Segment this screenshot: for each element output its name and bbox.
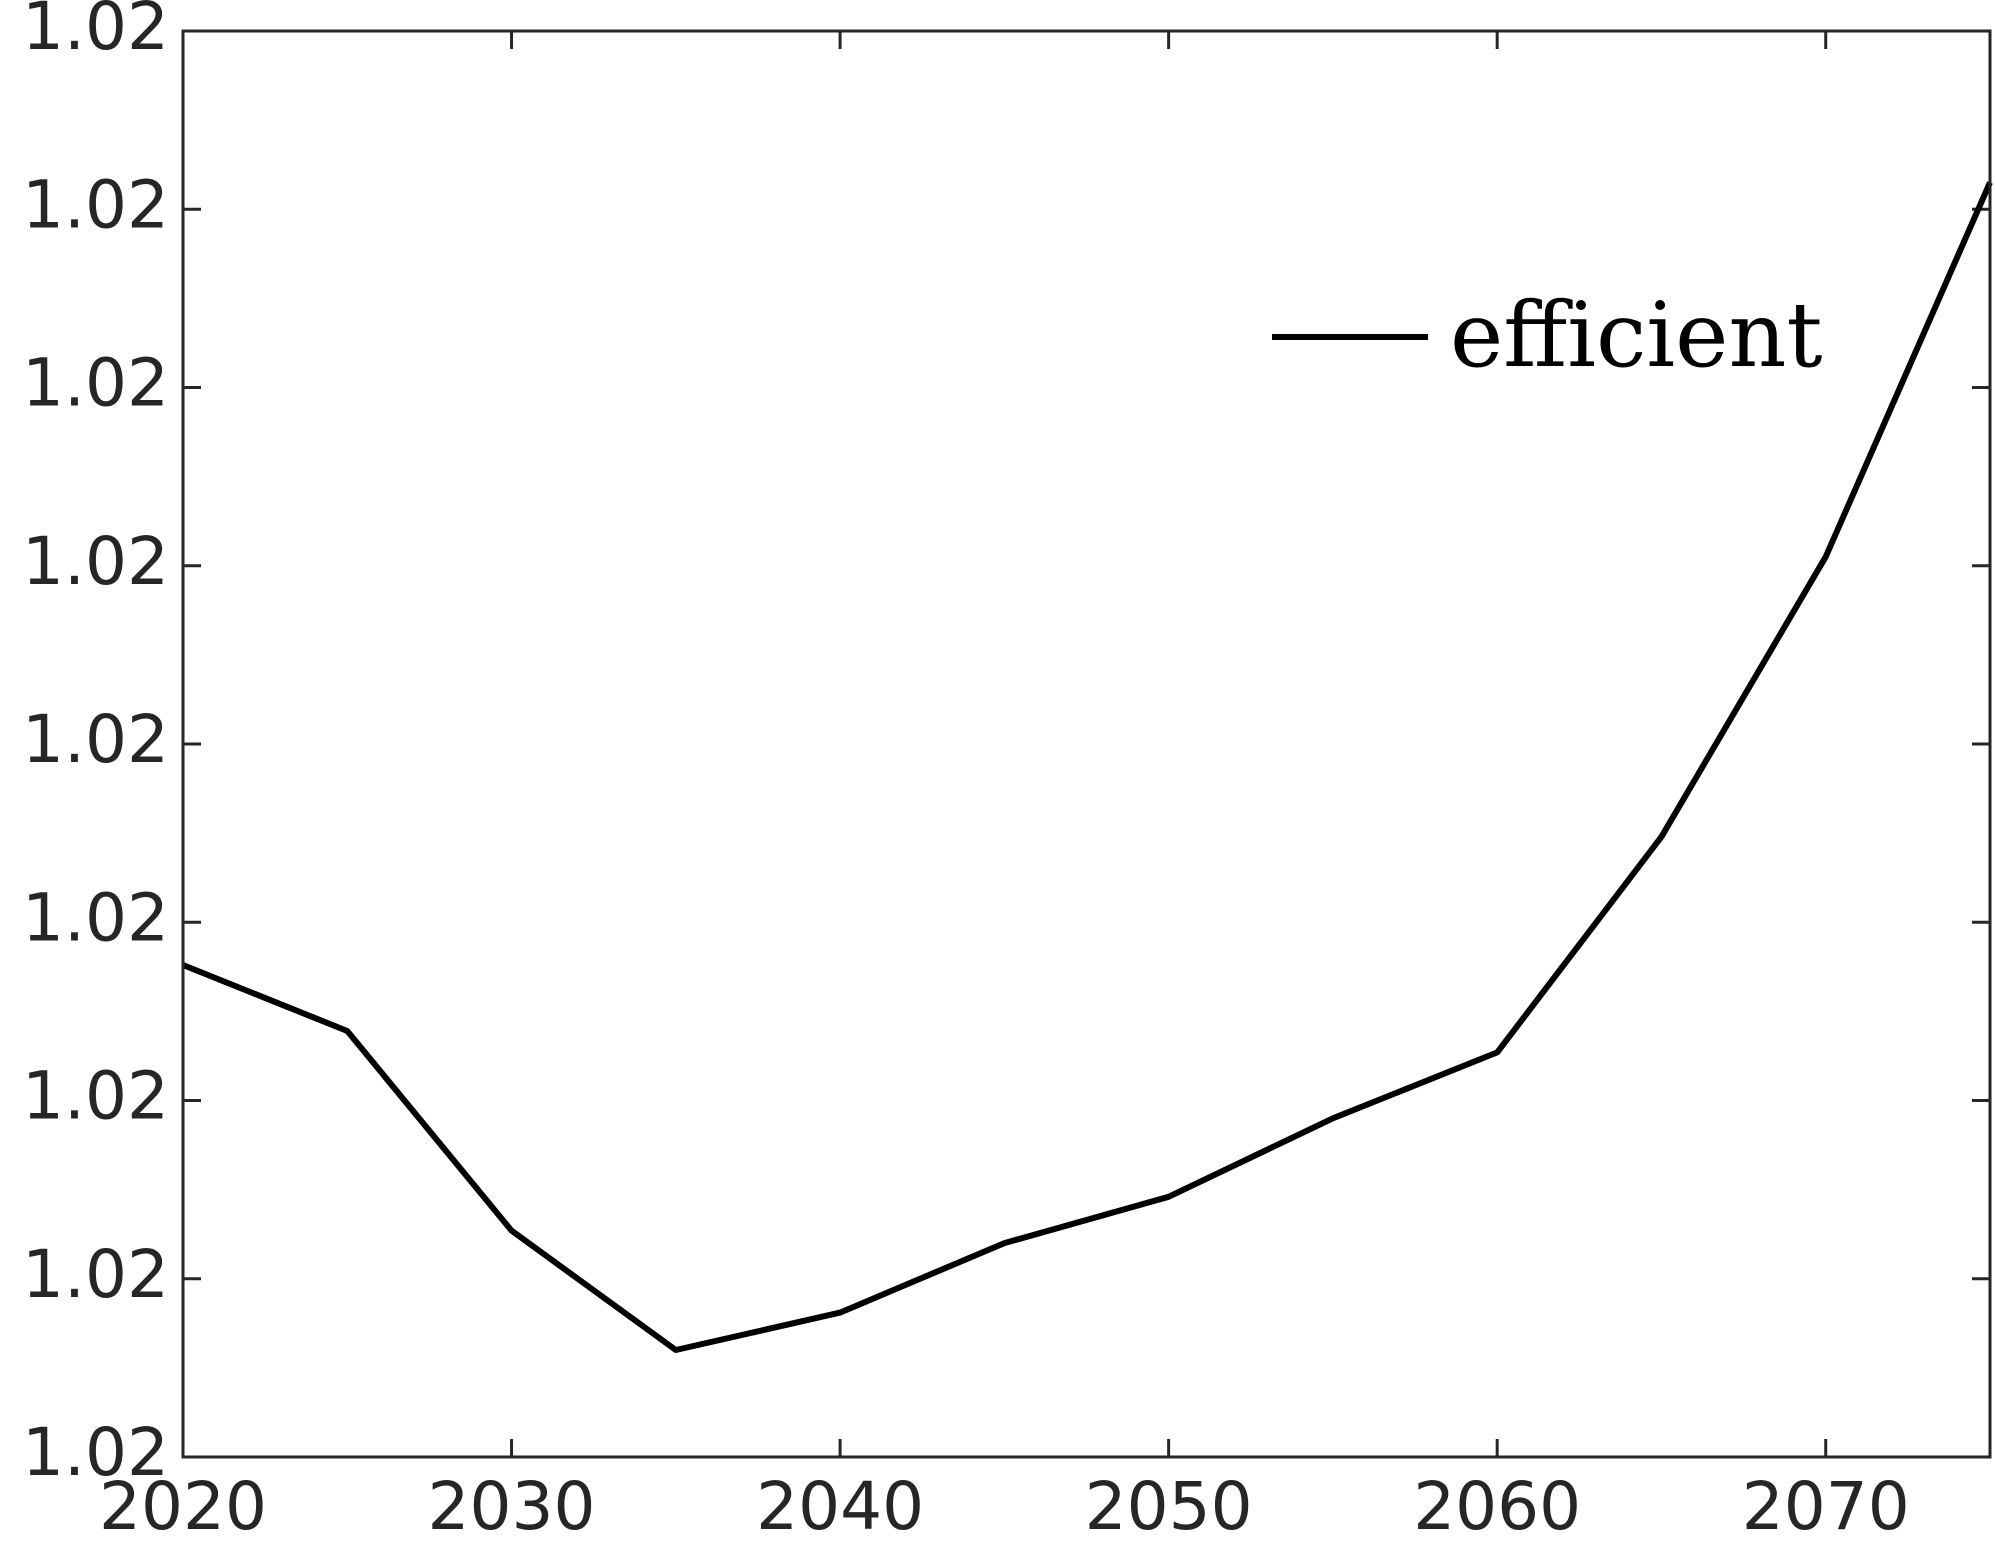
y-tick-label: 1.02 (22, 1058, 169, 1135)
y-tick-label: 1.02 (22, 0, 169, 65)
legend-label-efficient: efficient (1450, 283, 1823, 388)
series-layer (181, 181, 1993, 1353)
x-tick-label: 2050 (1085, 1468, 1253, 1545)
x-tick-label: 2020 (99, 1468, 267, 1545)
y-tick-label: 1.02 (22, 1236, 169, 1313)
x-tick-label: 2060 (1413, 1468, 1581, 1545)
x-axis-ticks: 2020 2030 2040 2050 2060 2070 (99, 31, 1910, 1545)
y-axis-ticks: 1.02 1.02 1.02 1.02 1.02 1.02 1.02 1.02 1.02 (22, 0, 1990, 1491)
y-tick-label: 1.02 (22, 166, 169, 243)
plot-frame (181, 29, 1992, 1459)
y-tick-label: 1.02 (22, 523, 169, 600)
x-tick-label: 2070 (1742, 1468, 1910, 1545)
y-tick-label: 1.02 (22, 701, 169, 778)
y-tick-label: 1.02 (22, 1414, 169, 1491)
series-line-efficient (181, 181, 1993, 1353)
x-tick-label: 2040 (756, 1468, 924, 1545)
y-tick-label: 1.02 (22, 879, 169, 956)
y-tick-label: 1.02 (22, 345, 169, 422)
legend: efficient (1272, 283, 1823, 388)
x-tick-label: 2030 (428, 1468, 596, 1545)
